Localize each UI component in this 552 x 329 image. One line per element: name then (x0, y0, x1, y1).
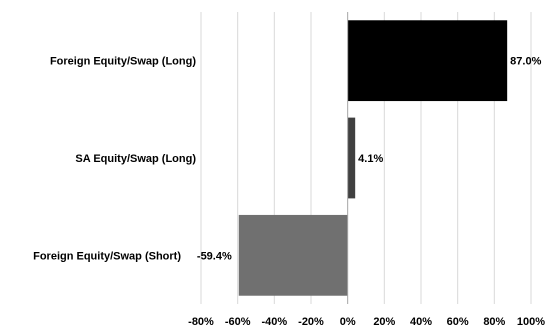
bars (238, 20, 508, 296)
category-labels: Foreign Equity/Swap (Long) SA Equity/Swap… (33, 56, 196, 263)
bar (347, 20, 508, 102)
data-label: 87.0% (510, 56, 541, 68)
bar (238, 214, 348, 296)
data-label: -59.4% (197, 250, 232, 262)
x-tick-label: 60% (447, 316, 469, 328)
data-label: 4.1% (358, 153, 383, 165)
x-tick-label: 40% (410, 316, 432, 328)
category-label: Foreign Equity/Swap (Short) (33, 250, 181, 262)
data-labels: 87.0% 4.1% -59.4% (197, 56, 542, 263)
bar (347, 117, 356, 199)
x-tick-label: 0% (340, 316, 356, 328)
x-tick-labels: -80% -60% -40% -20% 0% 20% 40% 60% 80% 100% (188, 316, 545, 328)
x-tick-label: -80% (188, 316, 214, 328)
x-tick-label: -40% (261, 316, 287, 328)
x-tick-label: 100% (517, 316, 545, 328)
x-tick-label: -60% (225, 316, 251, 328)
category-label: Foreign Equity/Swap (Long) (50, 56, 196, 68)
category-label: SA Equity/Swap (Long) (75, 153, 196, 165)
x-tick-label: 80% (483, 316, 505, 328)
x-tick-label: -20% (298, 316, 324, 328)
x-tick-label: 20% (373, 316, 395, 328)
